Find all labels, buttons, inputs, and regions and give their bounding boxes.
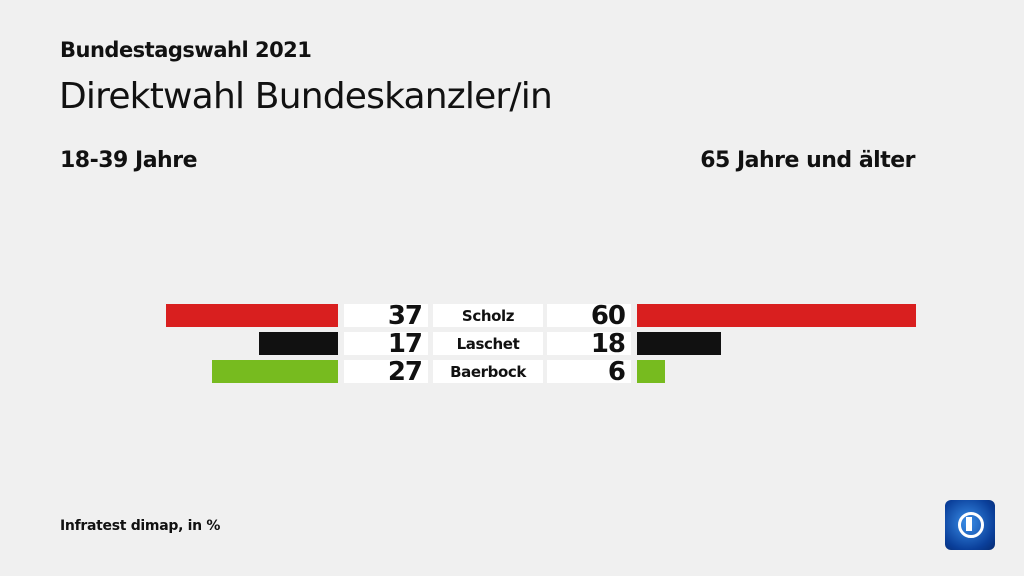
category-label-laschet: Laschet [433, 332, 543, 355]
value-right-baerbock: 6 [547, 357, 631, 387]
source-note: Infratest dimap, in % [60, 518, 221, 534]
bar-right-baerbock [637, 360, 665, 383]
bar-right-scholz [637, 304, 916, 327]
left-group-label: 18-39 Jahre [60, 148, 197, 173]
bar-left-scholz [165, 304, 338, 327]
value-right-laschet: 18 [547, 329, 631, 359]
category-label-scholz: Scholz [433, 304, 543, 327]
right-group-label: 65 Jahre und älter [700, 148, 915, 173]
value-left-scholz: 37 [344, 301, 428, 331]
value-left-laschet: 17 [344, 329, 428, 359]
value-right-scholz: 60 [547, 301, 631, 331]
bar-right-laschet [637, 332, 721, 355]
chart-supertitle: Bundestagswahl 2021 [60, 38, 312, 62]
bar-left-laschet [258, 332, 338, 355]
bar-left-baerbock [212, 360, 338, 383]
chart-title: Direktwahl Bundeskanzler/in [59, 76, 553, 117]
ard-logo-icon [945, 500, 995, 550]
category-label-baerbock: Baerbock [433, 360, 543, 383]
value-left-baerbock: 27 [344, 357, 428, 387]
